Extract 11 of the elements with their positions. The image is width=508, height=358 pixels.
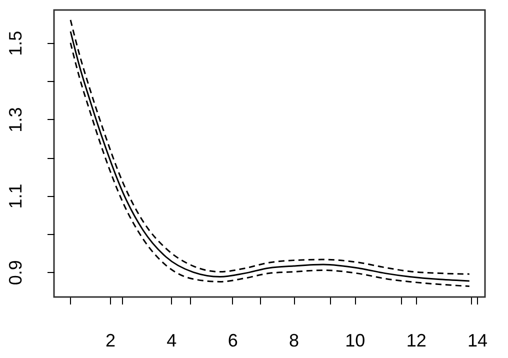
x-tick-label: 10	[345, 330, 366, 350]
x-tick-label: 2	[105, 330, 116, 350]
y-tick-label: 1.5	[6, 30, 26, 56]
y-tick-label: 1.1	[6, 184, 26, 209]
x-tick-label: 4	[166, 330, 177, 350]
y-tick-label: 1.3	[6, 107, 26, 132]
y-tick-label: 0.9	[6, 260, 26, 286]
x-tick-label: 8	[289, 330, 300, 350]
x-tick-label: 14	[468, 330, 488, 350]
x-tick-label: 12	[406, 330, 426, 350]
x-tick-label: 6	[228, 330, 238, 350]
